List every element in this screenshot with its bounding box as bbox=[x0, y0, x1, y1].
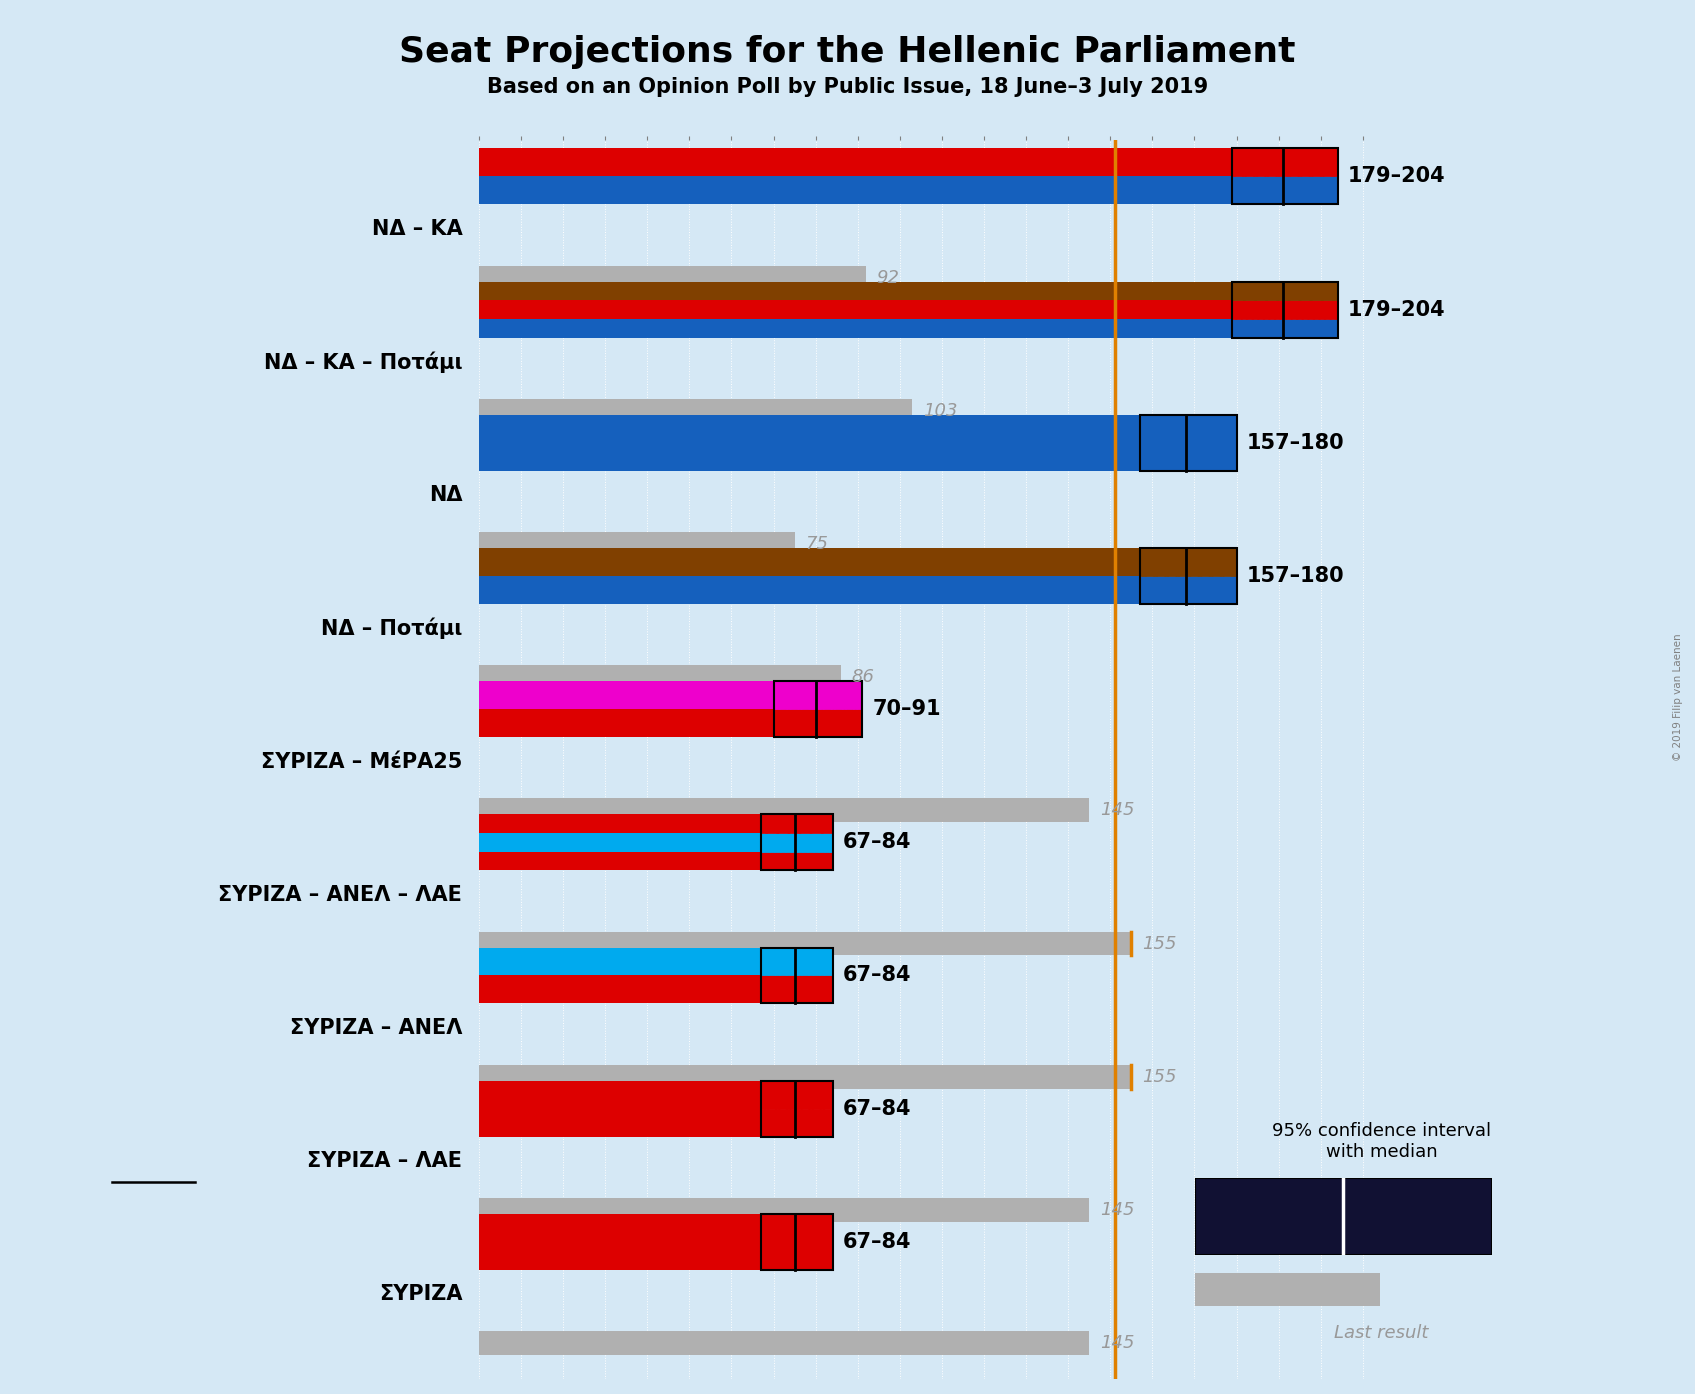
Text: 67–84: 67–84 bbox=[842, 832, 912, 852]
Bar bbox=[1232, 282, 1337, 337]
Text: 145: 145 bbox=[1100, 1334, 1134, 1352]
Bar bbox=[480, 1108, 761, 1136]
Text: 75: 75 bbox=[805, 535, 829, 553]
Bar bbox=[480, 976, 761, 1004]
Bar bbox=[1195, 1273, 1380, 1306]
Bar bbox=[1342, 1178, 1492, 1255]
Text: © 2019 Filip van Laenen: © 2019 Filip van Laenen bbox=[1673, 633, 1683, 761]
Bar bbox=[480, 148, 1232, 177]
Bar bbox=[480, 415, 1139, 471]
Bar bbox=[761, 948, 832, 1004]
Text: Based on an Opinion Poll by Public Issue, 18 June–3 July 2019: Based on an Opinion Poll by Public Issue… bbox=[486, 77, 1209, 96]
Bar bbox=[773, 682, 863, 710]
Text: Last result: Last result bbox=[1334, 1324, 1429, 1342]
Text: 179–204: 179–204 bbox=[1348, 300, 1446, 319]
Bar bbox=[480, 814, 761, 834]
Bar bbox=[480, 1080, 761, 1108]
Bar bbox=[1139, 576, 1237, 604]
Bar bbox=[480, 266, 866, 290]
Bar bbox=[480, 834, 761, 852]
Text: 155: 155 bbox=[1142, 934, 1176, 952]
Text: 67–84: 67–84 bbox=[842, 1232, 912, 1252]
Bar bbox=[1232, 319, 1337, 337]
Bar bbox=[480, 710, 773, 737]
Bar bbox=[1139, 548, 1237, 576]
Bar bbox=[1139, 548, 1237, 604]
Bar bbox=[761, 1080, 832, 1136]
Bar bbox=[480, 282, 1232, 300]
Text: 70–91: 70–91 bbox=[873, 700, 941, 719]
Text: 103: 103 bbox=[924, 401, 958, 420]
Bar bbox=[480, 799, 1090, 822]
Text: 145: 145 bbox=[1100, 802, 1134, 820]
Text: 92: 92 bbox=[876, 269, 900, 287]
Bar bbox=[1232, 177, 1337, 205]
Bar bbox=[761, 834, 832, 852]
Text: 145: 145 bbox=[1100, 1200, 1134, 1218]
Bar bbox=[480, 1331, 1090, 1355]
Bar bbox=[761, 1214, 832, 1270]
Bar bbox=[480, 931, 1131, 955]
Bar bbox=[761, 814, 832, 834]
Bar bbox=[1195, 1178, 1342, 1255]
Text: 67–84: 67–84 bbox=[842, 966, 912, 986]
Bar bbox=[480, 1065, 1131, 1089]
Bar bbox=[480, 948, 761, 976]
Bar bbox=[480, 576, 1139, 604]
Bar bbox=[761, 948, 832, 976]
Bar bbox=[761, 1214, 832, 1270]
Bar bbox=[480, 300, 1232, 319]
Bar bbox=[1139, 415, 1237, 471]
Bar bbox=[480, 682, 773, 710]
Text: 67–84: 67–84 bbox=[842, 1098, 912, 1118]
Text: 155: 155 bbox=[1142, 1068, 1176, 1086]
Text: 95% confidence interval
with median: 95% confidence interval with median bbox=[1271, 1122, 1492, 1161]
Bar bbox=[480, 399, 912, 422]
Bar bbox=[761, 814, 832, 870]
Bar bbox=[1139, 415, 1237, 471]
Bar bbox=[480, 548, 1139, 576]
Bar bbox=[480, 319, 1232, 337]
Bar bbox=[773, 710, 863, 737]
Bar bbox=[480, 1214, 761, 1270]
Bar bbox=[761, 1080, 832, 1108]
Bar bbox=[480, 177, 1232, 205]
Bar bbox=[480, 665, 841, 689]
Bar bbox=[480, 533, 795, 556]
Bar bbox=[1232, 148, 1337, 177]
Text: Seat Projections for the Hellenic Parliament: Seat Projections for the Hellenic Parlia… bbox=[400, 35, 1295, 68]
Bar bbox=[761, 852, 832, 870]
Bar bbox=[761, 1108, 832, 1136]
Bar bbox=[480, 852, 761, 870]
Bar bbox=[480, 1197, 1090, 1223]
Text: 179–204: 179–204 bbox=[1348, 166, 1446, 187]
Bar bbox=[773, 682, 863, 737]
Text: 86: 86 bbox=[851, 668, 875, 686]
Text: 157–180: 157–180 bbox=[1248, 432, 1344, 453]
Text: 157–180: 157–180 bbox=[1248, 566, 1344, 585]
Bar bbox=[761, 976, 832, 1004]
Bar bbox=[1232, 300, 1337, 319]
Bar bbox=[1232, 282, 1337, 300]
Bar bbox=[1232, 148, 1337, 205]
